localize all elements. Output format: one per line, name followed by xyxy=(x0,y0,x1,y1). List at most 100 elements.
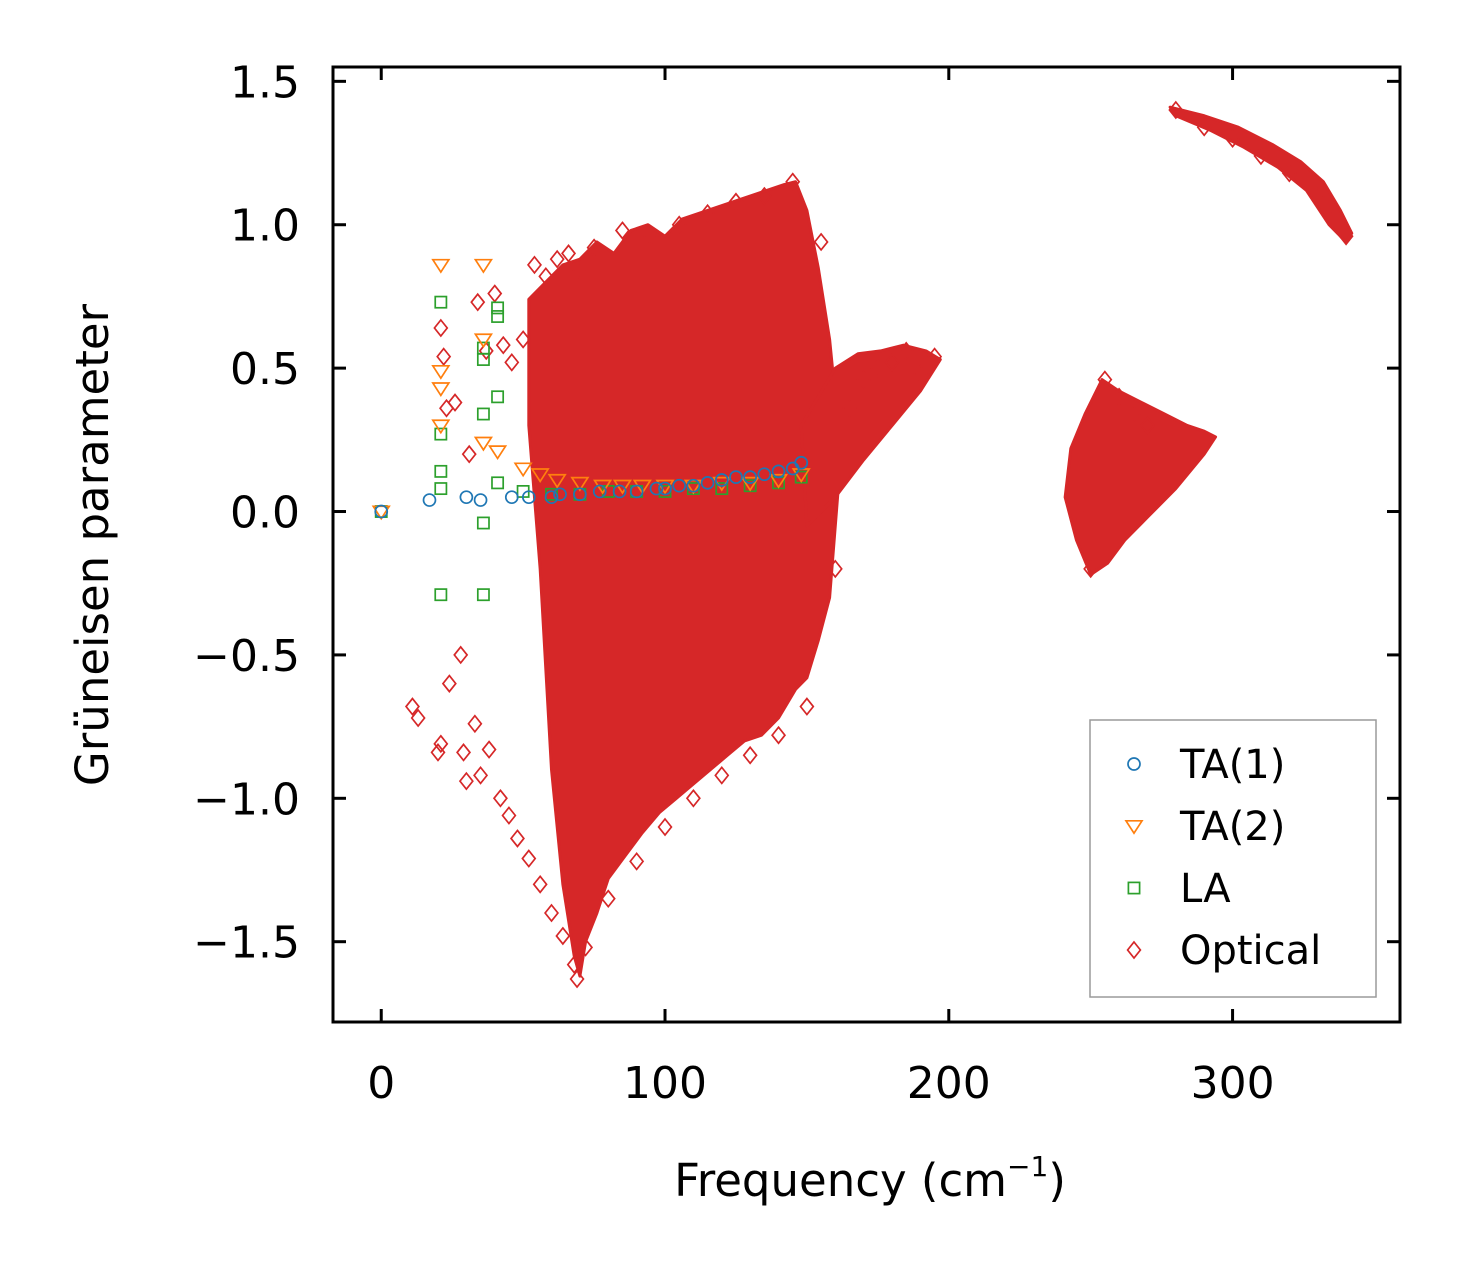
point-la xyxy=(476,588,490,602)
point-optical xyxy=(756,186,772,206)
point-la xyxy=(476,407,490,421)
point-ta2 xyxy=(473,333,493,349)
point-optical xyxy=(1225,129,1241,149)
point-ta2 xyxy=(768,473,789,489)
point-optical xyxy=(927,347,943,367)
point-ta1 xyxy=(686,478,701,493)
point-optical xyxy=(578,938,594,957)
legend-label-ta2: TA(2) xyxy=(1179,804,1285,850)
point-optical xyxy=(799,697,815,716)
point-ta1 xyxy=(459,490,474,505)
point-optical xyxy=(521,849,537,868)
point-optical xyxy=(526,255,542,275)
point-optical xyxy=(458,771,474,791)
point-ta1 xyxy=(757,467,772,482)
point-optical xyxy=(1069,502,1084,521)
point-optical xyxy=(501,806,517,825)
point-optical xyxy=(572,261,588,280)
point-la xyxy=(491,310,505,323)
point-optical xyxy=(1125,404,1141,424)
point-optical xyxy=(1196,117,1212,137)
point-ta2 xyxy=(488,445,508,461)
y-tick-label: 0.5 xyxy=(230,344,300,395)
point-ta1 xyxy=(553,487,567,502)
point-optical xyxy=(467,714,483,734)
point-ta1 xyxy=(612,484,627,499)
plot-frame xyxy=(331,65,1402,1024)
point-optical xyxy=(478,341,494,361)
point-optical xyxy=(561,244,577,263)
point-ta1 xyxy=(504,490,519,505)
point-optical xyxy=(714,766,730,785)
point-optical xyxy=(461,444,477,464)
point-optical xyxy=(549,249,565,269)
point-optical xyxy=(470,292,486,312)
y-tick-label: 0.0 xyxy=(230,488,300,539)
point-la xyxy=(491,476,505,490)
point-optical xyxy=(456,743,472,762)
scatter-points xyxy=(371,100,1354,989)
point-ta2 xyxy=(431,258,451,274)
point-optical xyxy=(492,788,508,808)
point-optical xyxy=(436,347,452,367)
point-optical xyxy=(453,645,469,665)
legend-label-ta1: TA(1) xyxy=(1179,742,1285,788)
point-optical xyxy=(785,172,801,192)
point-optical xyxy=(1139,416,1155,435)
point-ta2 xyxy=(593,479,613,495)
legend-frame xyxy=(1089,719,1377,998)
point-optical xyxy=(1168,100,1184,120)
point-la xyxy=(715,482,729,496)
point-ta1 xyxy=(700,475,715,490)
y-tick-label: −1.0 xyxy=(193,774,300,825)
x-axis-label: Frequency (cm−1) xyxy=(674,1150,1066,1207)
point-optical xyxy=(1097,370,1113,389)
point-ta1 xyxy=(672,478,687,493)
x-tick-label: 0 xyxy=(367,1058,395,1109)
point-optical xyxy=(569,969,585,989)
point-ta1 xyxy=(521,490,536,505)
legend-marker-ta1 xyxy=(1127,757,1141,771)
point-optical xyxy=(884,353,900,372)
point-optical xyxy=(515,330,531,349)
point-ta1 xyxy=(794,455,809,470)
point-optical xyxy=(614,221,630,240)
point-ta1 xyxy=(629,484,644,499)
point-ta2 xyxy=(431,419,451,435)
legend-marker-la xyxy=(1127,881,1141,895)
point-optical xyxy=(657,817,673,837)
point-la xyxy=(434,482,448,496)
point-ta2 xyxy=(473,258,493,274)
point-optical xyxy=(481,740,497,759)
point-la xyxy=(491,390,505,404)
axis-ticks: 0 100 200 300 1.5 1.0 0.5 0.0 −0.5 −1.0 −1.5 xyxy=(193,57,1400,1109)
point-optical xyxy=(404,697,420,716)
optical-region-1 xyxy=(527,180,843,978)
point-optical xyxy=(898,341,914,361)
point-optical xyxy=(433,734,449,754)
point-ta2 xyxy=(570,476,590,492)
point-optical xyxy=(566,955,582,975)
point-optical xyxy=(473,766,489,785)
point-optical xyxy=(1111,387,1127,407)
optical-region-2 xyxy=(799,343,942,528)
point-optical xyxy=(856,370,872,389)
point-optical xyxy=(555,926,571,946)
point-optical xyxy=(870,358,886,378)
point-ta1 xyxy=(573,487,587,502)
point-optical xyxy=(433,318,449,338)
point-ta1 xyxy=(374,504,389,519)
point-la xyxy=(476,353,490,366)
legend-label-optical: Optical xyxy=(1180,928,1321,974)
point-optical xyxy=(771,725,787,745)
point-ta1 xyxy=(743,470,758,484)
point-optical xyxy=(544,903,559,923)
point-optical xyxy=(430,743,446,762)
point-optical xyxy=(439,398,454,418)
point-ta2 xyxy=(632,479,652,495)
point-optical xyxy=(586,238,602,258)
y-tick-label: −0.5 xyxy=(193,631,300,682)
point-optical xyxy=(509,829,525,848)
x-tick-label: 200 xyxy=(907,1058,991,1109)
